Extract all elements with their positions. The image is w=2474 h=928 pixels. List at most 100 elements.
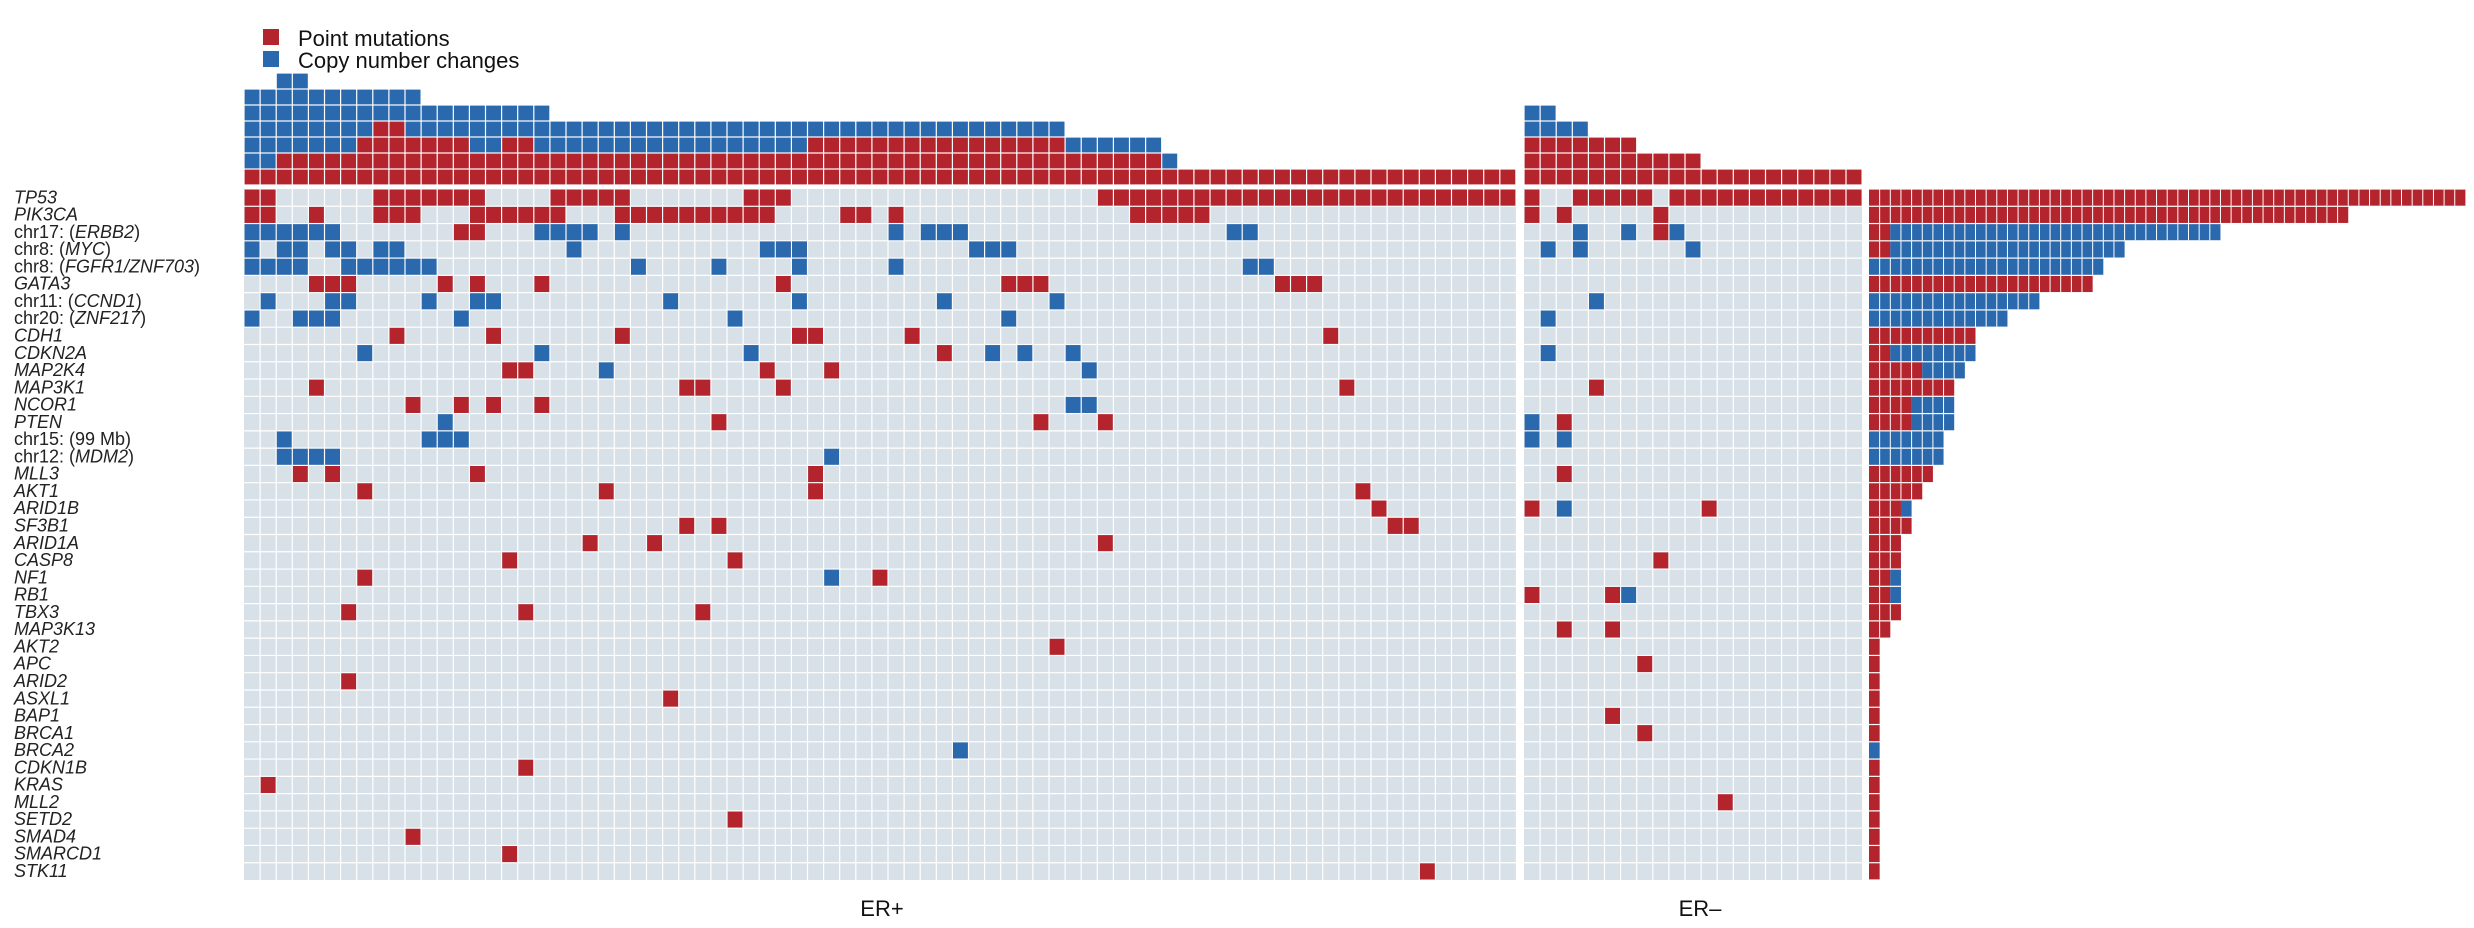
sample-bar-cna [920, 121, 936, 137]
sample-bar-cna [325, 89, 340, 105]
cell-cna-erbb2 [920, 224, 936, 241]
cell-cna-erbb2 [292, 224, 308, 241]
cell-cna-mdm2 [292, 448, 308, 465]
cell-mutation-gata3 [470, 275, 485, 293]
cell-cna-myc [1572, 241, 1588, 258]
cell-cna-myc [276, 241, 292, 258]
sample-bar-mutation [453, 137, 469, 153]
freq-bar-ticks [1879, 293, 2030, 310]
cell-mutation-pten [1097, 414, 1113, 431]
cell-mutation-tp53 [1500, 189, 1516, 206]
freq-bar-ticks [1879, 379, 1945, 396]
sample-bar-mutation [486, 153, 501, 169]
row-label-prefix: chr15: (99 Mb) [14, 429, 131, 449]
cell-mutation-pik3ca [711, 206, 727, 223]
freq-bar-mutation-arid2 [1869, 673, 1880, 690]
sample-bar-cna [292, 89, 308, 105]
cell-cna-fgfr1-znf703 [341, 258, 357, 275]
sample-bar-cna [534, 105, 550, 121]
cell-mutation-tp53 [1733, 189, 1749, 206]
cell-mutation-tp53 [1178, 189, 1194, 206]
freq-bar-ticks [1879, 604, 1891, 621]
sample-bar-cna [679, 121, 695, 137]
row-label-gene: SF3B1 [14, 516, 69, 536]
row-label-akt1: AKT1 [13, 481, 59, 501]
sample-bar-cna [518, 105, 534, 121]
cell-mutation-gata3 [437, 275, 453, 293]
sample-bar-mutation [405, 137, 421, 153]
sample-bar-mutation [985, 169, 1001, 185]
cell-mutation-tp53 [1452, 189, 1467, 206]
sample-bar-cna [453, 121, 469, 137]
sample-bar-mutation [904, 169, 920, 185]
sample-bar-mutation [470, 169, 485, 185]
row-label-smad4: SMAD4 [14, 826, 76, 846]
row-label-myc: chr8: (MYC) [14, 239, 111, 259]
sample-bar-cna [244, 137, 260, 153]
row-label-gene: GATA3 [14, 274, 70, 294]
cell-cna-map2k4 [598, 362, 614, 379]
freq-bar-ticks [1879, 483, 1913, 500]
sample-bar-cna [260, 153, 276, 169]
sample-bar-cna [759, 121, 775, 137]
sample-bar-mutation [1210, 169, 1226, 185]
freq-bar-mutation-asxl1 [1869, 690, 1880, 707]
cell-mutation-map3k13 [1556, 621, 1572, 638]
cell-mutation-map3k1 [1589, 379, 1604, 396]
sample-bar-cna [260, 105, 276, 121]
sample-bar-mutation [1033, 137, 1049, 153]
row-label-suffix: ) [140, 308, 146, 328]
row-label-gene: CASP8 [14, 550, 73, 570]
cell-mutation-pik3ca [244, 206, 260, 223]
cell-mutation-map2k4 [759, 362, 775, 379]
sample-bar-mutation [1701, 169, 1717, 185]
sample-bar-mutation [631, 153, 646, 169]
sample-bar-cna [808, 121, 823, 137]
cell-mutation-map2k4 [824, 362, 840, 379]
cell-mutation-tp53 [389, 189, 405, 206]
cell-cna-cdkn2a [1065, 345, 1081, 362]
legend-swatch-point-mutations [263, 29, 279, 45]
sample-bar-cna [421, 105, 437, 121]
sample-bar-mutation [309, 169, 324, 185]
cell-mutation-smad4 [405, 828, 421, 845]
cell-mutation-tp53 [421, 189, 437, 206]
sample-bar-mutation [292, 169, 308, 185]
freq-bar-mutation-apc [1869, 656, 1880, 673]
sample-bar-mutation [1001, 153, 1017, 169]
cell-cna-ccnd1 [341, 293, 357, 310]
cell-cna-nf1 [824, 569, 840, 586]
sample-bar-cna [647, 137, 662, 153]
row-label-arid1b: ARID1B [13, 498, 79, 518]
sample-bar-cna [856, 121, 872, 137]
row-label-gene: APC [13, 654, 52, 674]
sample-bar-cna [614, 121, 630, 137]
sample-bar-mutation [824, 137, 840, 153]
cell-cna-myc [341, 241, 357, 258]
sample-bar-cna [502, 121, 518, 137]
sample-bar-cna [727, 137, 743, 153]
cell-mutation-tp53 [775, 189, 791, 206]
sample-bar-mutation [1524, 169, 1540, 185]
sample-bar-mutation [1637, 153, 1653, 169]
cell-cna-ccnd1 [421, 293, 437, 310]
sample-bar-mutation [808, 169, 823, 185]
sample-bar-cna [647, 121, 662, 137]
freq-bar-mutation-akt1 [1869, 483, 1923, 500]
cell-mutation-tp53 [1242, 189, 1258, 206]
sample-bar-mutation [518, 169, 534, 185]
sample-bar-cna [775, 137, 791, 153]
sample-bar-cna [1097, 137, 1113, 153]
cell-cna-cdkn2a [357, 345, 373, 362]
sample-bar-cna [550, 137, 566, 153]
sample-bar-mutation [1750, 169, 1765, 185]
freq-bar-ticks [1900, 224, 2211, 241]
cell-mutation-tp53 [759, 189, 775, 206]
cell-mutation-gata3 [775, 275, 791, 293]
cell-mutation-gata3 [1001, 275, 1017, 293]
cell-mutation-cdh1 [792, 327, 807, 344]
cell-mutation-tp53 [1146, 189, 1162, 206]
row-label-gene: ARID1B [13, 498, 79, 518]
sample-bar-mutation [1524, 153, 1540, 169]
row-label-fgfr1-znf703: chr8: (FGFR1/ZNF703) [14, 256, 200, 276]
